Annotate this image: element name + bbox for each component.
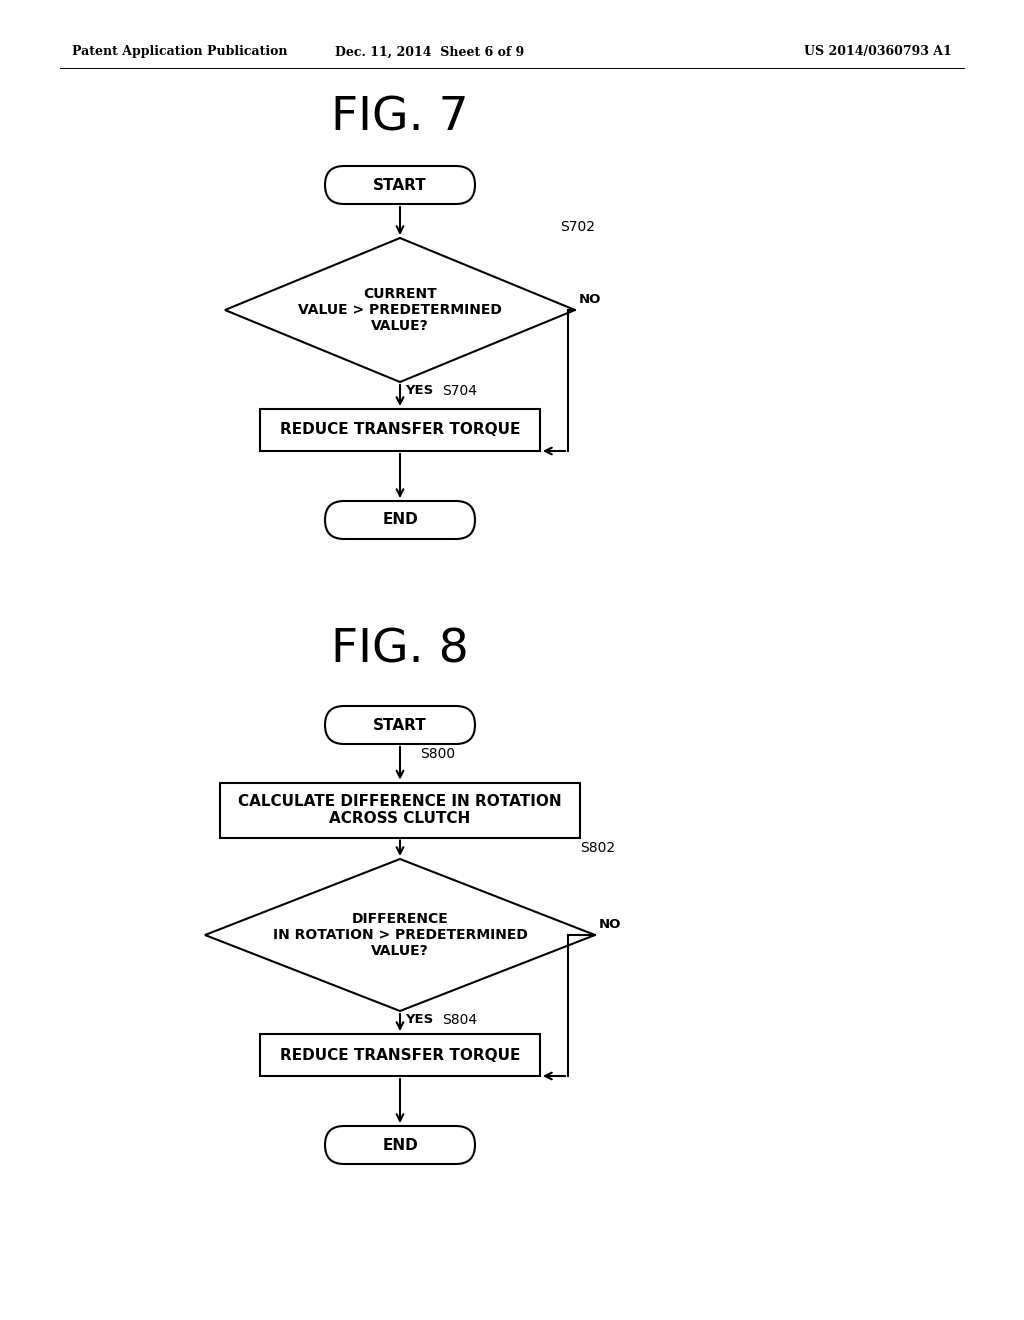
Polygon shape: [205, 859, 595, 1011]
Text: START: START: [373, 718, 427, 733]
Text: S804: S804: [442, 1012, 477, 1027]
Text: REDUCE TRANSFER TORQUE: REDUCE TRANSFER TORQUE: [280, 1048, 520, 1063]
FancyBboxPatch shape: [325, 502, 475, 539]
Text: END: END: [382, 1138, 418, 1152]
Text: S802: S802: [580, 841, 615, 855]
Text: CALCULATE DIFFERENCE IN ROTATION
ACROSS CLUTCH: CALCULATE DIFFERENCE IN ROTATION ACROSS …: [239, 793, 562, 826]
Text: S704: S704: [442, 384, 477, 399]
Bar: [220, 783, 580, 837]
Text: CURRENT
VALUE > PREDETERMINED
VALUE?: CURRENT VALUE > PREDETERMINED VALUE?: [298, 286, 502, 333]
Text: NO: NO: [599, 917, 622, 931]
Text: S800: S800: [420, 747, 455, 762]
Text: DIFFERENCE
IN ROTATION > PREDETERMINED
VALUE?: DIFFERENCE IN ROTATION > PREDETERMINED V…: [272, 912, 527, 958]
Text: Patent Application Publication: Patent Application Publication: [72, 45, 288, 58]
Text: END: END: [382, 512, 418, 528]
Text: FIG. 8: FIG. 8: [331, 627, 469, 672]
Text: YES: YES: [406, 384, 433, 397]
FancyBboxPatch shape: [325, 706, 475, 744]
Text: YES: YES: [406, 1012, 433, 1026]
Text: Dec. 11, 2014  Sheet 6 of 9: Dec. 11, 2014 Sheet 6 of 9: [336, 45, 524, 58]
FancyBboxPatch shape: [325, 1126, 475, 1164]
Bar: [260, 1034, 540, 1076]
Text: START: START: [373, 177, 427, 193]
Polygon shape: [225, 238, 575, 381]
Text: US 2014/0360793 A1: US 2014/0360793 A1: [804, 45, 952, 58]
FancyBboxPatch shape: [325, 166, 475, 205]
Text: REDUCE TRANSFER TORQUE: REDUCE TRANSFER TORQUE: [280, 422, 520, 437]
Text: NO: NO: [579, 293, 601, 306]
Text: S702: S702: [560, 220, 595, 234]
Text: FIG. 7: FIG. 7: [331, 95, 469, 140]
Bar: [260, 409, 540, 451]
